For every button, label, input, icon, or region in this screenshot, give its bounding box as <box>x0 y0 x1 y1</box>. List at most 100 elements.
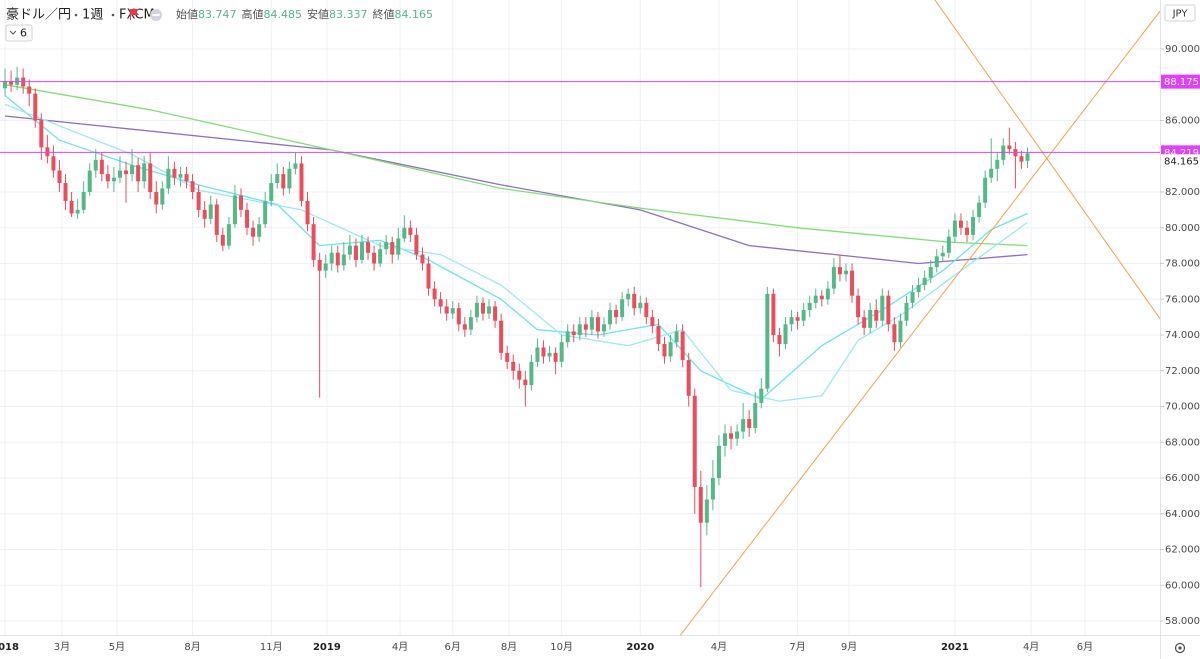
candle-body <box>753 402 758 428</box>
candle-body <box>317 259 322 271</box>
plot-area <box>0 0 1160 635</box>
candle-body <box>57 170 62 184</box>
candle-body <box>1019 156 1024 162</box>
candle-body <box>293 163 298 169</box>
flag-icon[interactable] <box>130 9 139 20</box>
candle-body <box>710 478 715 500</box>
candle-body <box>408 227 413 235</box>
candle-body <box>450 308 455 314</box>
candle-body <box>39 120 44 148</box>
candle-body <box>366 242 371 253</box>
y-tick-label: 68.000 <box>1165 437 1200 448</box>
candle-body <box>910 292 915 303</box>
ohlc-value: 83.337 <box>329 8 368 21</box>
currency-button[interactable] <box>1164 4 1196 22</box>
candle-body <box>130 165 135 175</box>
candle-body <box>444 306 449 314</box>
candle-body <box>378 249 383 264</box>
candle-body <box>136 165 141 182</box>
candle-body <box>3 81 8 89</box>
candle-body <box>559 342 564 362</box>
last-price-tag <box>1161 154 1200 169</box>
candle-body <box>535 347 540 362</box>
candle-body <box>904 302 909 321</box>
y-tick-label: 82.000 <box>1165 187 1200 198</box>
x-tick-label: 3月 <box>54 641 70 653</box>
candle-body <box>335 252 340 266</box>
candle-body <box>674 331 679 343</box>
y-tick-label: 86.000 <box>1165 115 1200 126</box>
candle-body <box>620 299 625 318</box>
settings-icon[interactable] <box>1174 642 1186 654</box>
candle-body <box>33 93 38 121</box>
candle-body <box>831 267 836 289</box>
interval: 1週 <box>82 8 103 23</box>
symbol-title: 豪ドル／円 <box>6 7 71 23</box>
candle-body <box>692 395 697 487</box>
candle-body <box>347 245 352 255</box>
ohlc-readout: 始値 83.747 高値 84.485 安値 83.337 終値 84.165 <box>176 7 433 21</box>
ohlc-value: 83.747 <box>198 8 237 21</box>
candle-body <box>940 252 945 257</box>
candle-body <box>922 277 927 285</box>
candle-body <box>154 192 159 205</box>
candle-body <box>668 342 673 357</box>
candle-body <box>9 81 14 85</box>
price-tag-label: 84.219 <box>1164 148 1199 159</box>
candle-body <box>1025 153 1030 161</box>
candle-body <box>390 242 395 255</box>
x-tick-label: 4月 <box>1023 641 1039 653</box>
ohlc-label: 始値 <box>176 7 198 21</box>
indicator-count: 6 <box>20 27 27 40</box>
candle-body <box>184 174 189 182</box>
candle-body <box>716 445 721 479</box>
x-tick-label: 11月 <box>260 641 283 653</box>
candle-body <box>323 263 328 271</box>
candle-body <box>27 86 32 94</box>
candle-body <box>499 320 504 353</box>
candle-body <box>359 242 364 260</box>
candle-body <box>577 324 582 336</box>
candle-body <box>964 227 969 235</box>
indicator-toggle[interactable] <box>5 24 33 42</box>
candle-body <box>638 302 643 309</box>
y-tick-label: 60.000 <box>1165 580 1200 591</box>
candle-body <box>892 324 897 343</box>
x-tick-label: 2019 <box>313 642 341 653</box>
candle-body <box>777 335 782 344</box>
candle-body <box>105 174 110 182</box>
candle-body <box>874 309 879 321</box>
candle-body <box>45 147 50 157</box>
ohlc-value: 84.485 <box>264 8 303 21</box>
y-tick-label: 70.000 <box>1165 402 1200 413</box>
candle-body <box>480 302 485 314</box>
candle-body <box>160 188 165 205</box>
x-tick-label: 6月 <box>445 641 461 653</box>
candle-body <box>795 317 800 321</box>
candle-body <box>741 419 746 432</box>
price-tag-label: 88.175 <box>1164 77 1199 88</box>
candle-body <box>946 236 951 253</box>
candle-body <box>257 224 262 237</box>
candle-body <box>735 431 740 439</box>
candle-body <box>825 288 830 300</box>
axes: 58.000 60.000 62.000 64.000 66.000 68.000 70.0… <box>0 44 1200 653</box>
grid <box>0 0 1160 635</box>
candle-body <box>99 159 104 175</box>
candle-body <box>608 309 613 325</box>
candle-body <box>807 302 812 310</box>
y-tick-label: 64.000 <box>1165 509 1200 520</box>
candle-body <box>583 324 588 330</box>
y-tick-label: 58.000 <box>1165 616 1200 627</box>
candle-body <box>329 252 334 264</box>
candle-body <box>420 254 425 264</box>
candle-body <box>529 361 534 386</box>
candle-body <box>474 302 479 318</box>
candle-body <box>571 331 576 336</box>
candle-body <box>372 252 377 264</box>
header: 豪ドル／円 1週 FXCM 始値83.747高値84.485安値83.337終値… <box>5 7 433 42</box>
candle-body <box>220 234 225 246</box>
candle-body <box>384 242 389 250</box>
x-tick-label: 6月 <box>1077 641 1093 653</box>
